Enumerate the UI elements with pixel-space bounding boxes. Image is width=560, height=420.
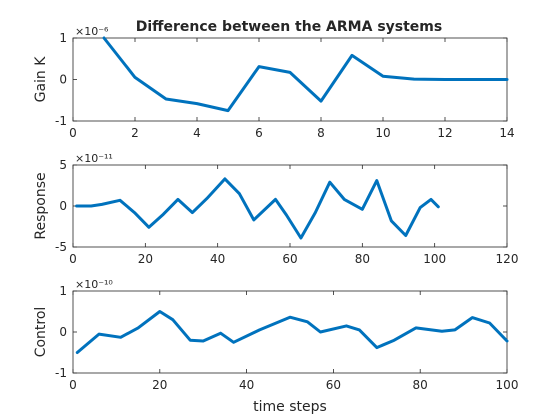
x-tick-label: 6 xyxy=(255,126,263,140)
x-tick-label: 40 xyxy=(210,252,225,266)
y-tick-label: 1 xyxy=(59,284,67,298)
axes-box xyxy=(72,290,508,374)
x-tick-label: 2 xyxy=(131,126,139,140)
y-tick-label: -5 xyxy=(55,240,67,254)
y-tick-label: 1 xyxy=(59,31,67,45)
y-exponent-label: ×10⁻¹¹ xyxy=(75,152,113,165)
x-tick-label: 0 xyxy=(69,378,77,392)
figure-title: Difference between the ARMA systems xyxy=(136,19,442,35)
y-tick-label: 0 xyxy=(59,73,67,87)
y-axis-label: Gain K xyxy=(33,56,49,103)
x-tick-label: 100 xyxy=(496,378,519,392)
axes-box xyxy=(72,164,508,248)
x-tick-label: 80 xyxy=(355,252,370,266)
y-exponent-label: ×10⁻¹⁰ xyxy=(75,278,113,291)
x-axis-label: time steps xyxy=(253,399,327,415)
x-tick-label: 0 xyxy=(69,252,77,266)
x-tick-label: 4 xyxy=(193,126,201,140)
x-tick-label: 120 xyxy=(496,252,519,266)
x-tick-label: 8 xyxy=(317,126,325,140)
x-tick-label: 0 xyxy=(69,126,77,140)
x-tick-label: 60 xyxy=(326,378,341,392)
series-line xyxy=(102,36,509,113)
x-tick-label: 100 xyxy=(423,252,446,266)
y-tick-label: 0 xyxy=(59,325,67,339)
x-tick-label: 20 xyxy=(152,378,167,392)
x-tick-label: 12 xyxy=(437,126,452,140)
x-tick-label: 80 xyxy=(413,378,428,392)
x-tick-label: 20 xyxy=(138,252,153,266)
y-tick-label: -1 xyxy=(55,366,67,380)
y-axis-label: Control xyxy=(33,307,49,358)
series-line xyxy=(75,177,440,240)
series-line xyxy=(75,310,509,354)
x-tick-label: 40 xyxy=(239,378,254,392)
y-tick-label: 5 xyxy=(59,158,67,172)
y-axis-label: Response xyxy=(33,172,49,239)
y-exponent-label: ×10⁻⁶ xyxy=(75,25,109,38)
y-tick-label: 0 xyxy=(59,199,67,213)
x-tick-label: 14 xyxy=(499,126,514,140)
y-tick-label: -1 xyxy=(55,114,67,128)
x-tick-label: 60 xyxy=(282,252,297,266)
x-tick-label: 10 xyxy=(375,126,390,140)
